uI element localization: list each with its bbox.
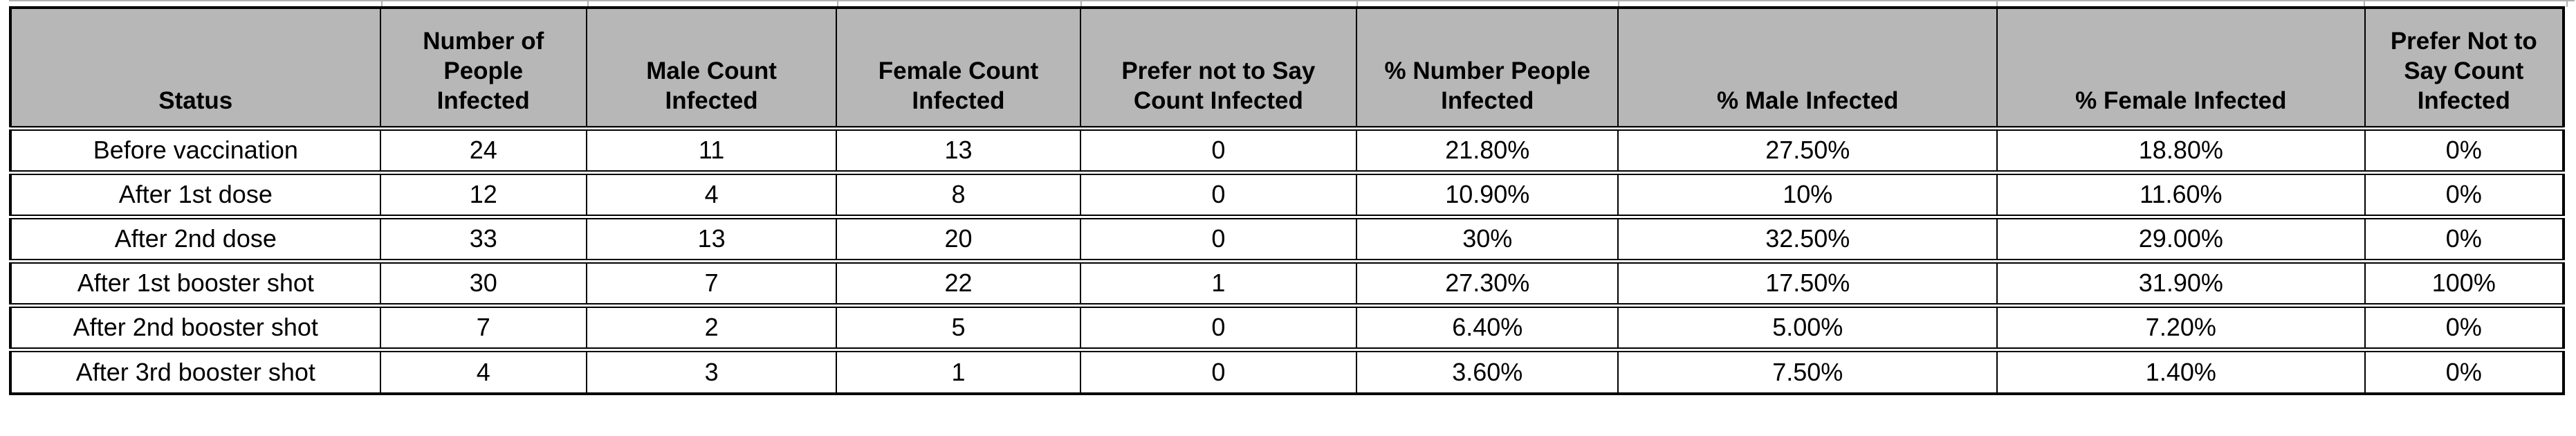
- spreadsheet-gridline-stub: [1356, 0, 1358, 7]
- value-cell: 12: [380, 172, 587, 219]
- value-cell: 32.50%: [1618, 217, 1998, 264]
- value-cell: 30%: [1356, 217, 1619, 264]
- table-row: After 3rd booster shot 4 3 1 0 3.60% 7.50% 1.40…: [10, 349, 2564, 394]
- value-cell: 29.00%: [1997, 217, 2366, 264]
- value-cell: 21.80%: [1356, 128, 1619, 175]
- value-cell: 11.60%: [1997, 172, 2366, 219]
- spreadsheet-gridline-stub: [1996, 0, 1998, 7]
- col-pct-prefer-not-to-say-count-infected: Prefer Not to Say Count Infected: [2364, 8, 2564, 131]
- value-cell: 1: [836, 349, 1081, 394]
- value-cell: 0: [1080, 305, 1358, 352]
- value-cell: 22: [836, 261, 1081, 308]
- spreadsheet-gridline-stub: [1618, 0, 1619, 7]
- table-row: After 2nd dose 33 13 20 0 30% 32.50% 29.00% 0%: [10, 217, 2564, 264]
- table-body: Before vaccination 24 11 13 0 21.80% 27.50% 18.…: [10, 128, 2564, 394]
- status-cell: After 2nd booster shot: [10, 305, 381, 352]
- value-cell: 18.80%: [1997, 128, 2366, 175]
- col-number-people-infected: Number of People Infected: [380, 8, 587, 131]
- status-cell: After 2nd dose: [10, 217, 381, 264]
- col-female-count-infected: Female Count Infected: [836, 8, 1081, 131]
- value-cell: 0%: [2445, 357, 2482, 386]
- value-cell: 27.30%: [1356, 261, 1619, 308]
- table-row: After 1st dose 12 4 8 0 10.90% 10% 11.60% 0%: [10, 172, 2564, 219]
- value-cell: 30: [380, 261, 587, 308]
- value-cell: 13: [836, 128, 1081, 175]
- spreadsheet-gridline-top: [9, 0, 2575, 1]
- value-cell: 4: [380, 349, 587, 394]
- value-cell: 27.50%: [1618, 128, 1998, 175]
- col-male-count-infected: Male Count Infected: [586, 8, 838, 131]
- table-row: After 1st booster shot 30 7 22 1 27.30% 17.50%…: [10, 261, 2564, 308]
- value-cell: 11: [586, 128, 838, 175]
- value-cell: 7: [380, 305, 587, 352]
- value-cell: 0: [1080, 128, 1358, 175]
- value-cell: 5: [836, 305, 1081, 352]
- value-cell: 20: [836, 217, 1081, 264]
- value-cell: 33: [380, 217, 587, 264]
- value-cell: 0%: [2364, 217, 2564, 264]
- spreadsheet-gridline-stub: [587, 0, 589, 7]
- value-cell: 24: [380, 128, 587, 175]
- value-cell: 31.90%: [1997, 261, 2366, 308]
- status-cell: After 3rd booster shot: [10, 349, 381, 394]
- status-cell: After 1st dose: [10, 172, 381, 219]
- value-cell: 0: [1080, 217, 1358, 264]
- value-cell: 3.60%: [1356, 349, 1619, 394]
- col-pct-male-infected: % Male Infected: [1618, 8, 1998, 131]
- value-cell: 7.50%: [1618, 349, 1998, 394]
- value-cell: 7: [586, 261, 838, 308]
- spreadsheet-gridline-stub: [2566, 0, 2568, 7]
- infection-status-table: Status Number of People Infected Male Coun…: [9, 6, 2565, 395]
- spreadsheet-gridline-stub: [1080, 0, 1082, 7]
- col-pct-number-people-infected: % Number People Infected: [1356, 8, 1619, 131]
- value-cell: 8: [836, 172, 1081, 219]
- spreadsheet-gridline-stub: [381, 0, 383, 7]
- col-pct-female-infected: % Female Infected: [1997, 8, 2366, 131]
- value-cell: 10.90%: [1356, 172, 1619, 219]
- value-cell: 3: [586, 349, 838, 394]
- value-cell: 5.00%: [1618, 305, 1998, 352]
- status-cell: After 1st booster shot: [10, 261, 381, 308]
- value-cell: 6.40%: [1356, 305, 1619, 352]
- table-row: After 2nd booster shot 7 2 5 0 6.40% 5.00% 7.20…: [10, 305, 2564, 352]
- value-cell: 1.40%: [1997, 349, 2366, 394]
- value-cell: 2: [586, 305, 838, 352]
- value-cell: 0: [1080, 172, 1358, 219]
- value-cell: 0: [1080, 349, 1358, 394]
- spreadsheet-gridline-stub: [2364, 0, 2365, 7]
- value-cell: 4: [586, 172, 838, 219]
- value-cell: 10%: [1618, 172, 1998, 219]
- table-row: Before vaccination 24 11 13 0 21.80% 27.50% 18.…: [10, 128, 2564, 175]
- status-cell: Before vaccination: [10, 128, 381, 175]
- value-cell: 1: [1080, 261, 1358, 308]
- header-row: Status Number of People Infected Male Coun…: [10, 8, 2564, 131]
- value-cell: 17.50%: [1618, 261, 1998, 308]
- value-cell: 13: [586, 217, 838, 264]
- value-cell: 7.20%: [1997, 305, 2366, 352]
- value-cell: 0%: [2364, 172, 2564, 219]
- value-cell: 100%: [2364, 261, 2564, 308]
- spreadsheet-gridline-stub: [837, 0, 838, 7]
- value-cell: 0%: [2364, 305, 2564, 352]
- col-prefer-not-to-say-count-infected: Prefer not to Say Count Infected: [1080, 8, 1358, 131]
- value-cell: 0%: [2364, 128, 2564, 175]
- col-status: Status: [10, 8, 381, 131]
